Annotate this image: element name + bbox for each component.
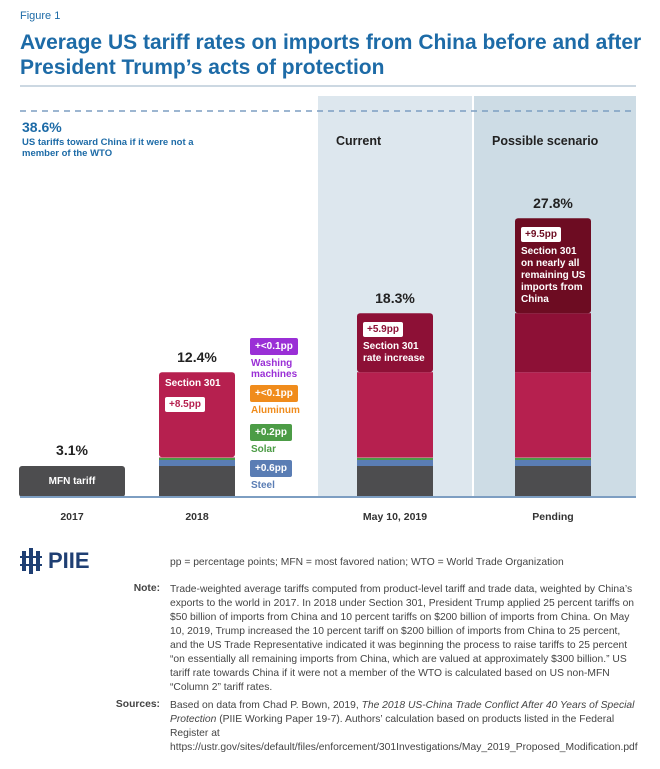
segment-name: Section 301 — [165, 378, 221, 390]
total-label: 12.4% — [177, 349, 217, 365]
bar-segment — [515, 313, 591, 373]
total-label: 18.3% — [375, 290, 415, 306]
segment-annotation: Section 301 +8.5pp — [165, 378, 231, 413]
bar-segment — [357, 460, 433, 466]
bar-segment — [159, 458, 235, 460]
sources-heading: Sources: — [115, 699, 160, 710]
note-heading: Note: — [133, 583, 160, 594]
bar-segment — [357, 458, 433, 460]
bar-segment — [515, 458, 591, 460]
segment-value-label: +9.5pp — [521, 227, 561, 243]
total-label: 27.8% — [533, 195, 573, 211]
bar-segment — [357, 372, 433, 458]
category-label: May 10, 2019 — [362, 511, 428, 523]
logo-text: PIIE — [48, 548, 90, 573]
segment-annotation: +9.5pp Section 301 on nearly all remainin… — [521, 224, 587, 306]
reference-value: 38.6% — [22, 119, 62, 135]
category-label: Pending — [532, 511, 574, 523]
logo: PIIE — [20, 548, 90, 574]
sources-text: (PIIE Working Paper 19-7). Authors’ calc… — [170, 714, 638, 753]
panel-label: Possible scenario — [492, 134, 599, 148]
bar-segment — [159, 466, 235, 497]
segment-value-label: +5.9pp — [363, 322, 403, 338]
reference-label: US tariffs toward China if it were not a… — [22, 137, 194, 159]
figure-label: Figure 1 — [20, 10, 61, 22]
bar-segment — [159, 460, 235, 466]
logo-icon — [20, 548, 42, 574]
category-label: 2018 — [185, 511, 209, 523]
segment-annotation: +5.9pp Section 301 rate increase — [363, 319, 429, 365]
bar-segment — [19, 466, 125, 497]
segment-value-label: +<0.1pp — [250, 385, 298, 402]
segment-name: Section 301 on nearly all remaining US i… — [521, 246, 586, 306]
sources-text: Based on data from Chad P. Bown, 2019, — [170, 700, 362, 711]
abbreviations: pp = percentage points; MFN = most favor… — [170, 557, 564, 568]
bar-segment — [357, 466, 433, 497]
segment-name: Solar — [251, 444, 277, 455]
segment-name: Washing machines — [251, 358, 298, 380]
segment-name: Aluminum — [251, 405, 300, 416]
segment-value-label: +0.6pp — [250, 460, 292, 477]
bar-segment — [159, 372, 235, 458]
segment-value-label: +8.5pp — [165, 397, 205, 413]
segment-name: Section 301 rate increase — [363, 341, 425, 365]
note: Trade-weighted average tariffs computed … — [170, 584, 635, 693]
segment-value-label: +0.2pp — [250, 424, 292, 441]
segment-name: MFN tariff — [48, 475, 96, 487]
category-label: 2017 — [60, 511, 84, 523]
bar-segment — [515, 372, 591, 458]
total-label: 3.1% — [56, 442, 88, 458]
bar-segment — [515, 466, 591, 497]
bar-segment — [515, 460, 591, 466]
sources: Based on data from Chad P. Bown, 2019, T… — [170, 699, 640, 755]
panel-label: Current — [336, 134, 382, 148]
sources-title: The 2018 US-China Trade Conflict After 4… — [170, 700, 635, 725]
segment-name: Steel — [251, 480, 275, 491]
chart-title: Average US tariff rates on imports from … — [20, 31, 642, 79]
segment-value-label: +<0.1pp — [250, 338, 298, 355]
